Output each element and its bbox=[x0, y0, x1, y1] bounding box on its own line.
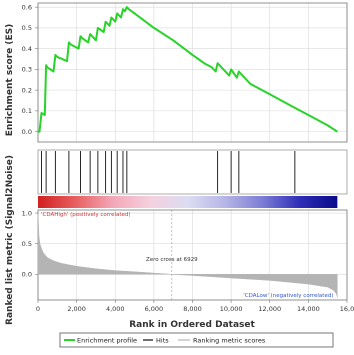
x-tick-label: 12,000 bbox=[258, 305, 281, 313]
es-y-tick-label: 0.5 bbox=[22, 24, 32, 32]
ranked-y-tick-label: 0.5 bbox=[22, 240, 32, 248]
legend-ranking-metric: Ranking metric scores bbox=[193, 337, 266, 345]
ranked-panel-grid bbox=[37, 209, 348, 301]
ranked-metric-area bbox=[37, 213, 338, 298]
es-panel-grid bbox=[37, 3, 348, 142]
es-series-lines bbox=[38, 6, 338, 133]
es-panel-frame bbox=[37, 2, 348, 143]
es-y-axis-ticks: 0.0 0.1 0.2 0.3 0.4 0.5 0.6 bbox=[22, 3, 38, 136]
hits-frame bbox=[37, 149, 348, 195]
x-tick-label: 8,000 bbox=[183, 305, 202, 313]
x-tick-label: 0 bbox=[36, 305, 40, 313]
ranked-annotations: 'CDAHigh' (positively correlated) 'CDALo… bbox=[41, 212, 333, 299]
es-y-tick-label: 0.1 bbox=[22, 107, 32, 115]
ranked-y-axis-label: Ranked list metric (Signal2Noise) bbox=[5, 155, 15, 325]
x-axis-label: Rank in Ordered Dataset bbox=[129, 320, 255, 330]
ranked-y-tick-label: 1.0 bbox=[22, 209, 32, 217]
es-y-tick-label: 0.4 bbox=[22, 45, 32, 53]
legend: Enrichment profile Hits Ranking metric s… bbox=[59, 332, 334, 348]
ranked-y-axis-ticks: 0.0 0.5 1.0 bbox=[22, 209, 38, 278]
es-frame bbox=[37, 2, 348, 143]
hits-panel bbox=[37, 149, 348, 195]
positive-correlation-label: 'CDAHigh' (positively correlated) bbox=[41, 212, 131, 218]
x-tick-label: 6,000 bbox=[145, 305, 164, 313]
ranked-y-tick-label: 0.0 bbox=[22, 270, 32, 278]
legend-box bbox=[59, 332, 334, 348]
es-series-line bbox=[38, 6, 338, 133]
x-tick-label: 2,000 bbox=[67, 305, 86, 313]
x-tick-label: 10,000 bbox=[220, 305, 243, 313]
x-tick-label: 14,000 bbox=[297, 305, 320, 313]
es-y-tick-label: 0.0 bbox=[22, 128, 32, 136]
x-tick-label: 16,0 bbox=[340, 305, 354, 313]
negative-correlation-label: 'CDALow' (negatively correlated) bbox=[243, 293, 333, 299]
legend-hits: Hits bbox=[156, 337, 169, 345]
x-axis: 0 2,000 4,000 6,000 8,000 10,000 12,000 14,000 1… bbox=[36, 300, 354, 313]
ranked-metric-area bbox=[37, 210, 338, 300]
es-y-tick-label: 0.3 bbox=[22, 66, 32, 74]
zero-cross-label: Zero cross at 6929 bbox=[146, 257, 198, 263]
x-tick-label: 4,000 bbox=[106, 305, 125, 313]
legend-enrichment-profile: Enrichment profile bbox=[77, 337, 137, 345]
es-y-axis-label: Enrichment score (ES) bbox=[5, 24, 15, 137]
es-y-tick-label: 0.6 bbox=[22, 3, 32, 11]
ranking-heat-bar bbox=[38, 196, 338, 208]
es-y-tick-label: 0.2 bbox=[22, 86, 32, 94]
heat-bar bbox=[38, 196, 338, 208]
